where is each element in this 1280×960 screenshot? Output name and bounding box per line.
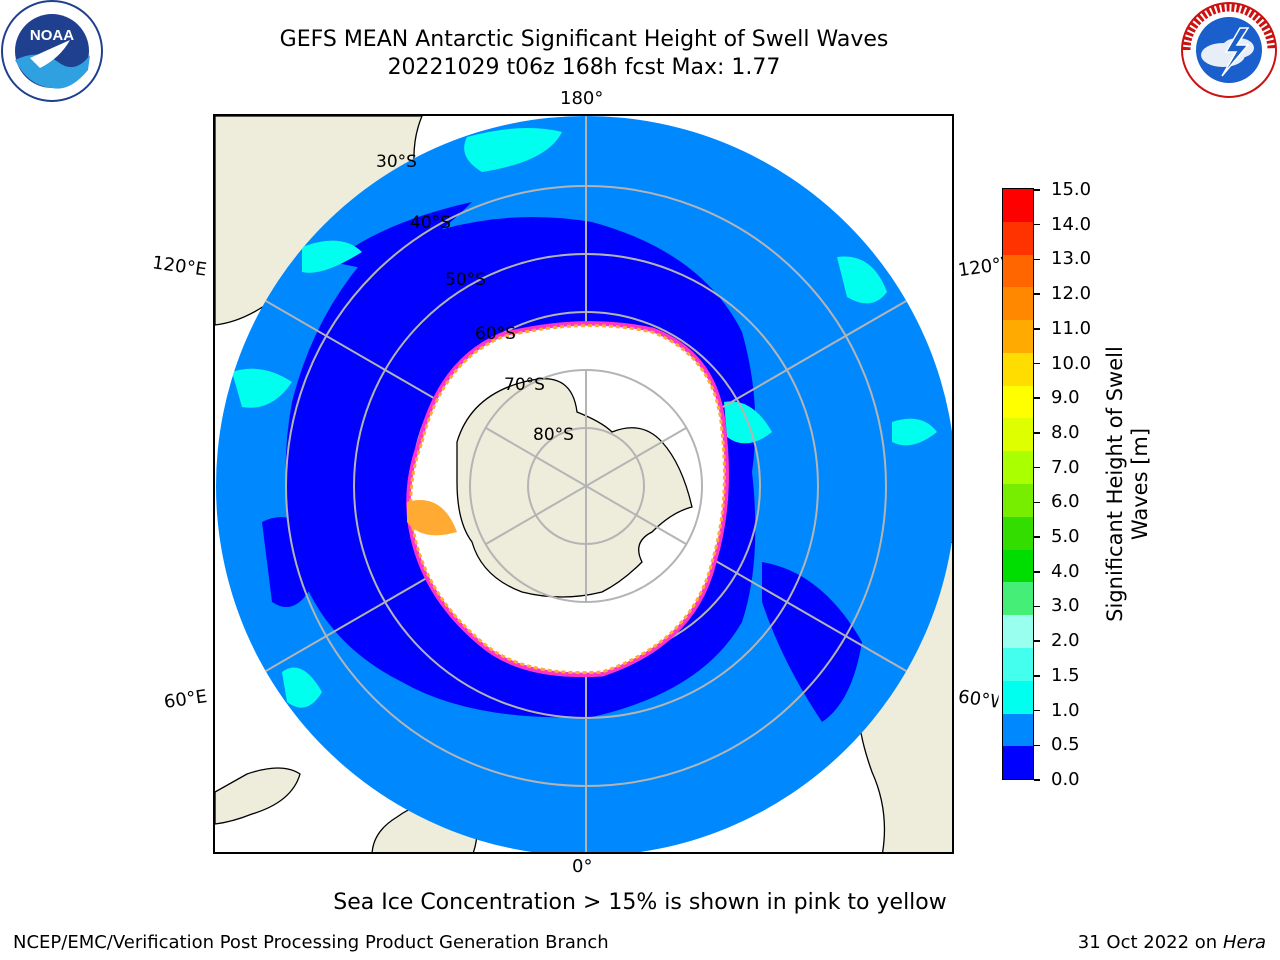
- nws-logo: [1178, 0, 1280, 100]
- run-date: 31 Oct 2022 on Hera: [1078, 932, 1266, 953]
- lat-label-60s: 60°S: [475, 324, 516, 344]
- colorbar-label: 11.0: [1051, 317, 1092, 339]
- colorbar-tick: [1034, 571, 1040, 573]
- colorbar-segment: [1003, 189, 1033, 222]
- colorbar-title: Significant Height of Swell Waves [m]: [1103, 274, 1153, 694]
- colorbar-tick: [1034, 501, 1040, 504]
- colorbar-label: 0.0: [1051, 769, 1080, 790]
- antarctica: [456, 378, 693, 598]
- colorbar-segment: [1003, 484, 1033, 517]
- colorbar-segment: [1003, 615, 1033, 648]
- colorbar: [1002, 188, 1034, 780]
- run-date-text: 31 Oct 2022 on: [1077, 932, 1223, 953]
- colorbar-label: 2.0: [1051, 630, 1080, 652]
- lat-label-80s: 80°S: [533, 425, 574, 445]
- colorbar-tick: [1034, 744, 1040, 747]
- colorbar-label: 1.5: [1051, 664, 1080, 686]
- lat-label-40s: 40°S: [410, 213, 451, 233]
- colorbar-tick: [1034, 189, 1040, 191]
- colorbar-label: 1.0: [1051, 699, 1080, 721]
- colorbar-label: 3.0: [1051, 595, 1080, 617]
- colorbar-tick: [1034, 640, 1040, 642]
- inner-graticule: [469, 369, 703, 603]
- lon-label-60w: 60°W: [956, 687, 1000, 713]
- colorbar-label: 4.0: [1051, 560, 1080, 582]
- colorbar-tick: [1034, 709, 1040, 712]
- colorbar-segment: [1003, 582, 1033, 616]
- colorbar-segment: [1003, 680, 1033, 714]
- colorbar-label: 7.0: [1051, 456, 1080, 478]
- colorbar-segment: [1003, 713, 1033, 747]
- run-date-machine: Hera: [1222, 932, 1266, 953]
- colorbar-label: 15.0: [1051, 179, 1092, 200]
- lon-label-180: 180°: [560, 88, 604, 109]
- colorbar-tick: [1034, 328, 1040, 330]
- colorbar-tick: [1034, 779, 1040, 781]
- lat-label-30s: 30°S: [376, 152, 417, 172]
- colorbar-segment: [1003, 746, 1033, 780]
- colorbar-segment: [1003, 516, 1033, 550]
- colorbar-tick: [1034, 675, 1040, 677]
- polar-map: [213, 114, 954, 854]
- colorbar-tick: [1034, 258, 1040, 261]
- colorbar-label: 8.0: [1051, 421, 1080, 443]
- colorbar-label: 14.0: [1051, 213, 1092, 235]
- colorbar-tick: [1034, 293, 1040, 295]
- colorbar-title-line2: Waves [m]: [1128, 427, 1152, 541]
- lat-label-50s: 50°S: [445, 270, 486, 290]
- colorbar-segment: [1003, 385, 1033, 419]
- colorbar-label: 0.5: [1051, 734, 1080, 756]
- colorbar-segment: [1003, 549, 1033, 583]
- lon-label-60e: 60°E: [162, 686, 209, 713]
- noaa-logo-text: NOAA: [30, 27, 74, 44]
- colorbar-label: 12.0: [1051, 283, 1092, 305]
- colorbar-segment: [1003, 451, 1033, 485]
- sea-ice-footnote: Sea Ice Concentration > 15% is shown in …: [333, 890, 947, 915]
- colorbar-tick: [1034, 605, 1040, 608]
- colorbar-tick: [1034, 536, 1040, 538]
- chart-subtitle: 20221029 t06z 168h fcst Max: 1.77: [387, 55, 781, 80]
- colorbar-segment: [1003, 221, 1033, 255]
- colorbar-tick: [1034, 432, 1040, 434]
- noaa-logo: NOAA: [0, 0, 105, 103]
- colorbar-segment: [1003, 352, 1033, 386]
- colorbar-segment: [1003, 647, 1033, 681]
- colorbar-segment: [1003, 320, 1033, 353]
- colorbar-segment: [1003, 287, 1033, 321]
- colorbar-label: 10.0: [1051, 352, 1092, 374]
- colorbar-label: 6.0: [1051, 491, 1080, 513]
- chart-title: GEFS MEAN Antarctic Significant Height o…: [279, 27, 889, 52]
- colorbar-title-line1: Significant Height of Swell: [1103, 346, 1127, 622]
- lon-label-0: 0°: [572, 856, 593, 877]
- colorbar-tick: [1034, 397, 1040, 399]
- lon-label-120e: 120°E: [150, 252, 208, 281]
- ocean-swell-1.0-1.5: [232, 128, 937, 708]
- colorbar-tick: [1034, 466, 1040, 469]
- colorbar-tick: [1034, 223, 1040, 226]
- colorbar-segment: [1003, 254, 1033, 288]
- lat-label-70s: 70°S: [504, 375, 545, 395]
- colorbar-label: 9.0: [1051, 387, 1080, 409]
- colorbar-tick: [1034, 362, 1040, 365]
- colorbar-segment: [1003, 418, 1033, 452]
- colorbar-label: 13.0: [1051, 248, 1092, 270]
- credit-line: NCEP/EMC/Verification Post Processing Pr…: [13, 932, 609, 953]
- colorbar-label: 5.0: [1051, 526, 1080, 548]
